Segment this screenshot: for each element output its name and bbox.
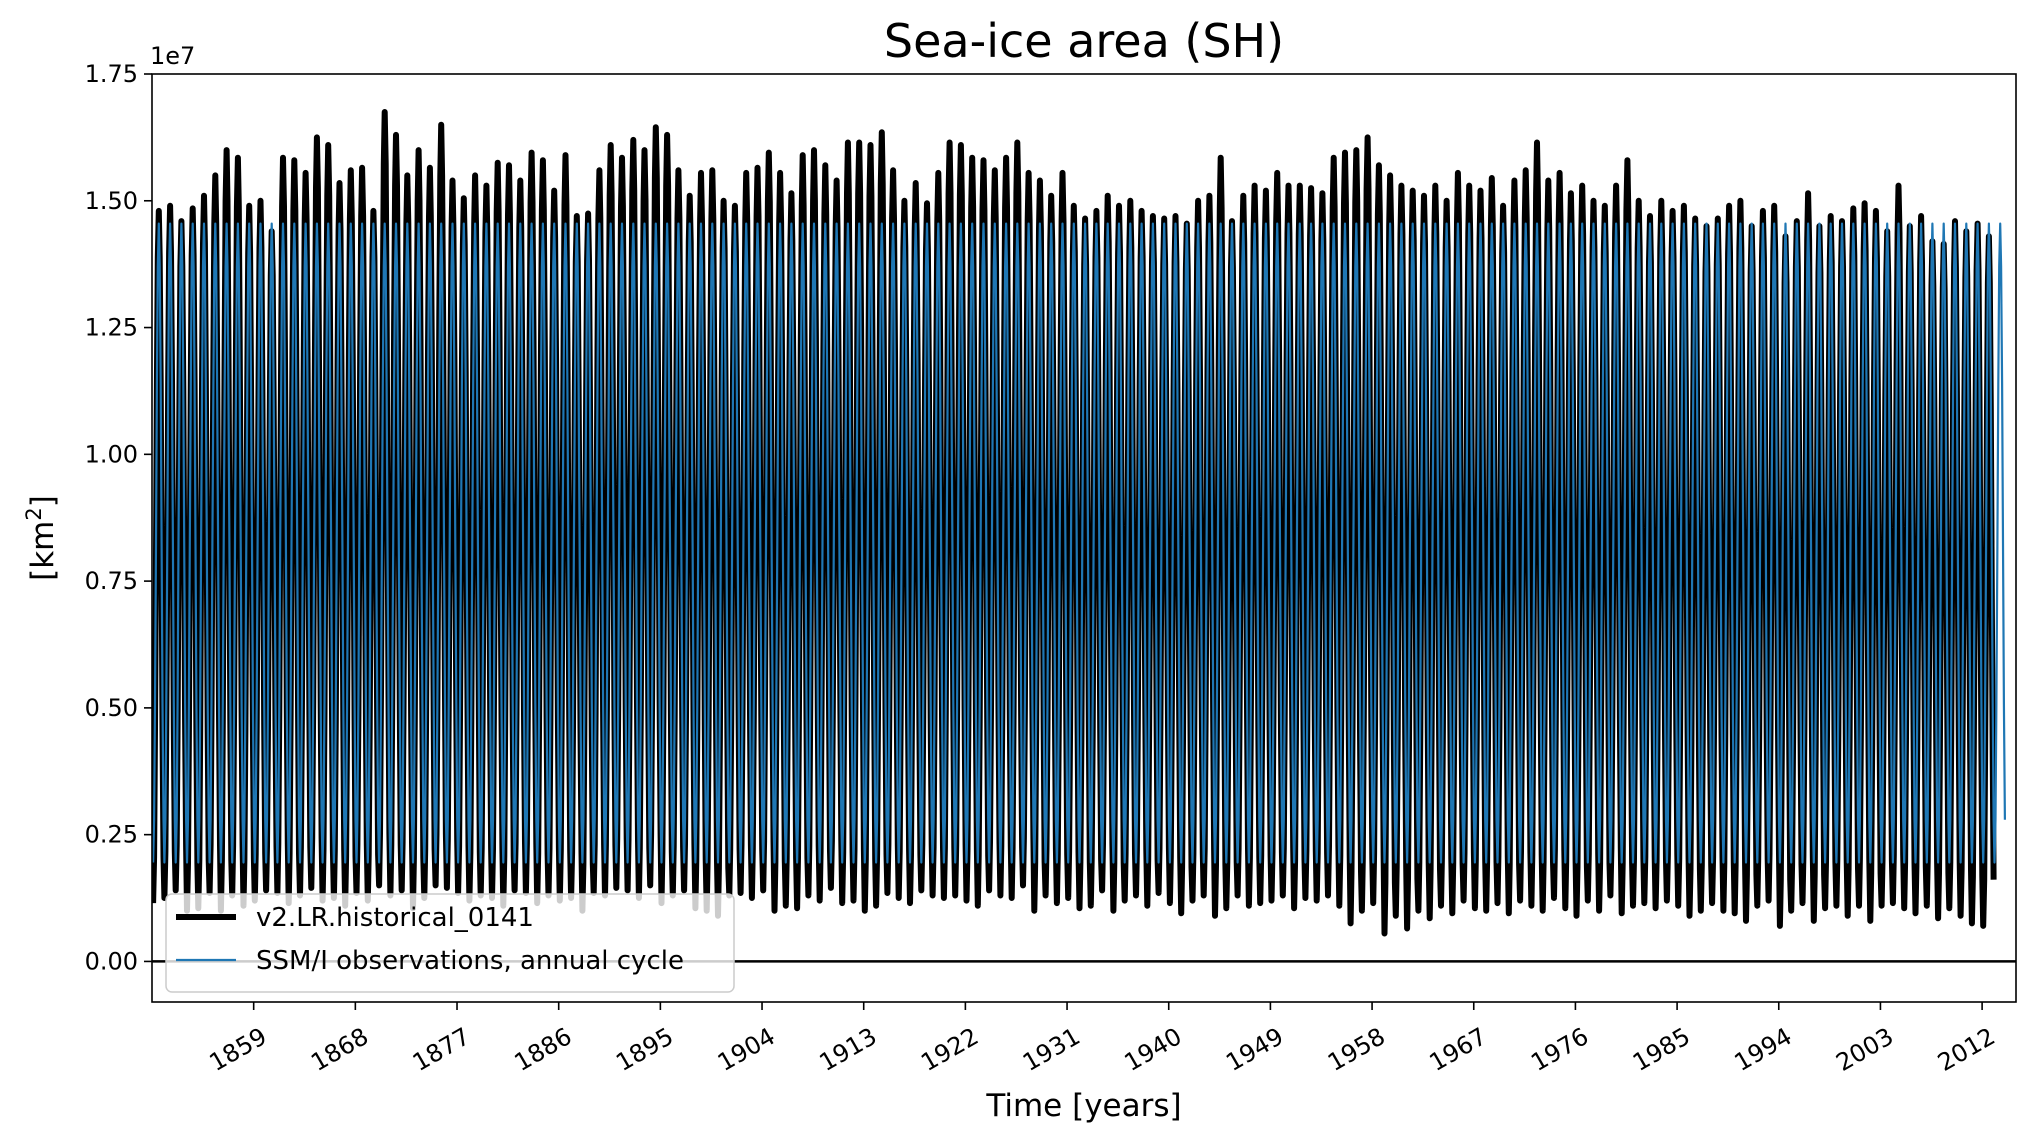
- x-tick-label: 2003: [1831, 1022, 1898, 1077]
- x-axis-label: Time [years]: [985, 1088, 1181, 1124]
- series-layer: [152, 109, 2006, 937]
- x-tick-label: 1922: [916, 1022, 983, 1077]
- series-line-observations: [152, 222, 2006, 864]
- legend-box: [165, 893, 735, 993]
- y-offset-label: 1e7: [150, 42, 195, 70]
- y-axis-label-prefix: [km: [25, 521, 61, 581]
- y-tick-label: 0.50: [85, 694, 138, 722]
- x-tick-label: 2012: [1933, 1022, 2000, 1077]
- x-tick-label: 1931: [1018, 1022, 1085, 1077]
- y-tick-label: 0.75: [85, 567, 138, 595]
- y-tick-label: 0.25: [85, 821, 138, 849]
- x-tick-label: 1886: [510, 1022, 577, 1077]
- y-axis-label-suffix: ]: [25, 495, 61, 507]
- y-axis-label-superscript: 2: [22, 507, 46, 520]
- y-tick-label: 0.00: [85, 947, 138, 975]
- x-tick-label: 1877: [408, 1022, 475, 1077]
- x-tick-label: 1913: [815, 1022, 882, 1077]
- chart-legend: v2.LR.historical_0141 SSM/I observations…: [165, 893, 735, 993]
- chart-title: Sea-ice area (SH): [884, 14, 1284, 68]
- x-tick-label: 1859: [205, 1022, 272, 1077]
- legend-label-model: v2.LR.historical_0141: [256, 903, 534, 933]
- legend-label-observations: SSM/I observations, annual cycle: [256, 946, 684, 976]
- y-tick-label: 1.75: [85, 60, 138, 88]
- y-axis: 0.00 0.25 0.50 0.75 1.00 1.25 1.50 1.75: [85, 60, 152, 975]
- x-tick-label: 1967: [1425, 1022, 1492, 1077]
- x-tick-label: 1940: [1120, 1022, 1187, 1077]
- x-tick-label: 1958: [1323, 1022, 1390, 1077]
- x-tick-label: 1904: [713, 1022, 780, 1077]
- x-tick-label: 1895: [611, 1022, 678, 1077]
- y-tick-label: 1.00: [85, 440, 138, 468]
- y-tick-label: 1.50: [85, 187, 138, 215]
- x-tick-label: 1985: [1628, 1022, 1695, 1077]
- x-tick-label: 1868: [306, 1022, 373, 1077]
- x-tick-label: 1949: [1221, 1022, 1288, 1077]
- plot-area-frame: [151, 73, 2017, 1003]
- y-axis-label: [km2]: [22, 495, 61, 581]
- x-tick-label: 1976: [1526, 1022, 1593, 1077]
- x-tick-label: 1994: [1730, 1022, 1797, 1077]
- x-axis: 1859 1868 1877 1886 1895 1904 1913 1922 1931 1940…: [205, 1002, 2000, 1077]
- y-tick-label: 1.25: [85, 314, 138, 342]
